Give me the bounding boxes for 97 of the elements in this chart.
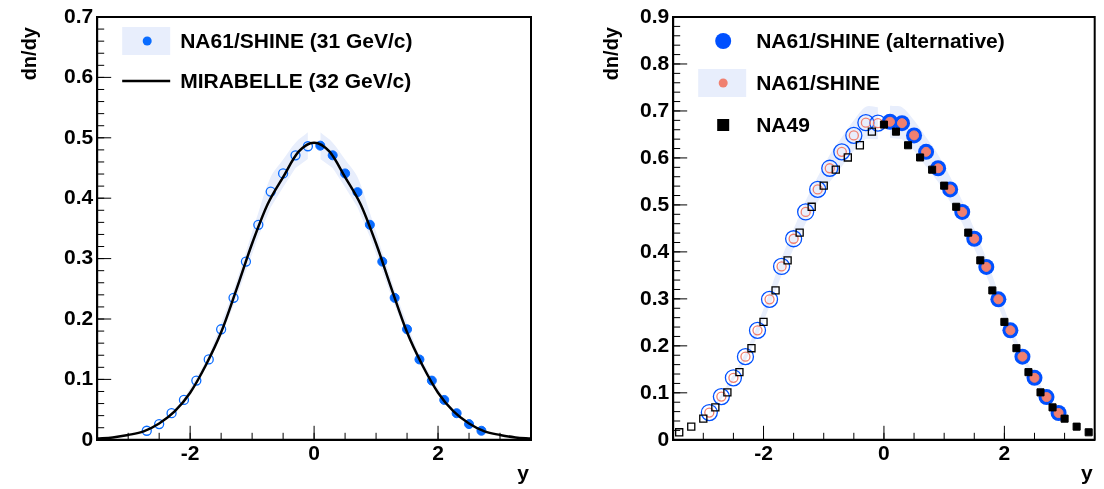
y-tick-label: 0: [81, 426, 94, 450]
y-tick-label: 0.8: [639, 50, 670, 74]
legend-label: MIRABELLE (32 GeV/c): [180, 68, 412, 92]
y-tick-label: 0.4: [639, 238, 670, 262]
y-tick-label: 0.6: [63, 64, 94, 88]
point: [855, 141, 865, 150]
legend-label: NA61/SHINE: [756, 70, 880, 94]
y-tick-label: 0.1: [639, 379, 670, 403]
x-tick-label: 2: [998, 441, 1011, 465]
point: [277, 168, 289, 179]
point: [1036, 388, 1045, 397]
point: [821, 159, 839, 177]
legend-label: NA61/SHINE (alternative): [756, 28, 1005, 52]
point: [1048, 403, 1057, 412]
point: [699, 414, 708, 423]
point: [712, 387, 731, 406]
x-tick-label: 0: [878, 441, 890, 465]
point: [784, 230, 803, 248]
point: [976, 256, 985, 265]
point: [203, 354, 214, 365]
point: [1072, 422, 1081, 431]
y-tick-label: 0.9: [639, 3, 670, 27]
point: [845, 126, 863, 145]
point: [783, 256, 792, 265]
point: [166, 408, 177, 419]
x-tick-label: 0: [308, 441, 320, 465]
y-tick-label: 0.6: [639, 144, 670, 168]
point: [867, 127, 877, 136]
point: [302, 141, 314, 152]
x-tick-label: -2: [180, 441, 200, 465]
point: [940, 181, 949, 190]
y-tick-label: 0.3: [63, 245, 94, 269]
point: [723, 388, 732, 397]
point: [916, 153, 925, 162]
point: [819, 181, 828, 190]
point: [736, 348, 755, 366]
point: [675, 428, 684, 437]
point: [772, 257, 791, 276]
x-axis-title: y: [517, 461, 530, 485]
legend-label: NA49: [756, 112, 810, 136]
point: [1060, 414, 1069, 423]
point: [228, 292, 239, 304]
point: [700, 403, 718, 422]
point: [1000, 317, 1009, 326]
point: [809, 180, 827, 199]
point: [869, 114, 887, 132]
point: [795, 228, 804, 237]
point: [879, 120, 888, 129]
point: [290, 150, 301, 161]
point: [797, 203, 815, 221]
point: [687, 422, 696, 431]
point: [735, 367, 744, 377]
y-tick-label: 0.7: [63, 3, 94, 27]
point: [760, 290, 779, 308]
x-axis-title: y: [1081, 461, 1094, 485]
y-tick-label: 0: [657, 426, 670, 450]
point: [988, 286, 997, 295]
y-tick-label: 0.3: [639, 285, 670, 309]
point: [748, 321, 767, 339]
point: [253, 219, 264, 230]
y-tick-label: 0.4: [63, 185, 94, 208]
point: [154, 418, 165, 430]
point: [240, 256, 252, 267]
point: [904, 141, 913, 150]
y-axis-title: dn/dy: [599, 26, 622, 81]
legend-label: NA61/SHINE (31 GeV/c): [180, 28, 413, 52]
point: [1024, 368, 1033, 377]
point: [141, 425, 152, 436]
point: [178, 394, 190, 406]
point: [891, 127, 901, 136]
y-tick-label: 0.2: [639, 332, 670, 356]
point: [1012, 344, 1021, 353]
point: [964, 228, 973, 237]
x-tick-label: 2: [432, 441, 444, 465]
point: [831, 165, 840, 174]
point: [711, 403, 720, 412]
y-tick-label: 0.1: [63, 366, 94, 390]
point: [928, 165, 937, 174]
y-tick-label: 0.5: [63, 124, 94, 148]
point: [265, 186, 276, 197]
point: [857, 114, 875, 132]
point: [759, 317, 768, 327]
y-axis-title: dn/dy: [17, 26, 40, 81]
point: [952, 202, 961, 211]
point: [215, 324, 227, 335]
point: [843, 153, 852, 162]
point: [1084, 428, 1093, 437]
point: [807, 202, 816, 211]
y-tick-label: 0.7: [639, 97, 670, 121]
point: [833, 143, 851, 161]
y-tick-label: 0.5: [639, 191, 670, 215]
point: [724, 369, 743, 387]
y-tick-label: 0.2: [63, 305, 94, 329]
point: [191, 375, 202, 386]
point: [747, 344, 756, 353]
x-tick-label: -2: [754, 441, 773, 465]
point: [771, 286, 780, 295]
